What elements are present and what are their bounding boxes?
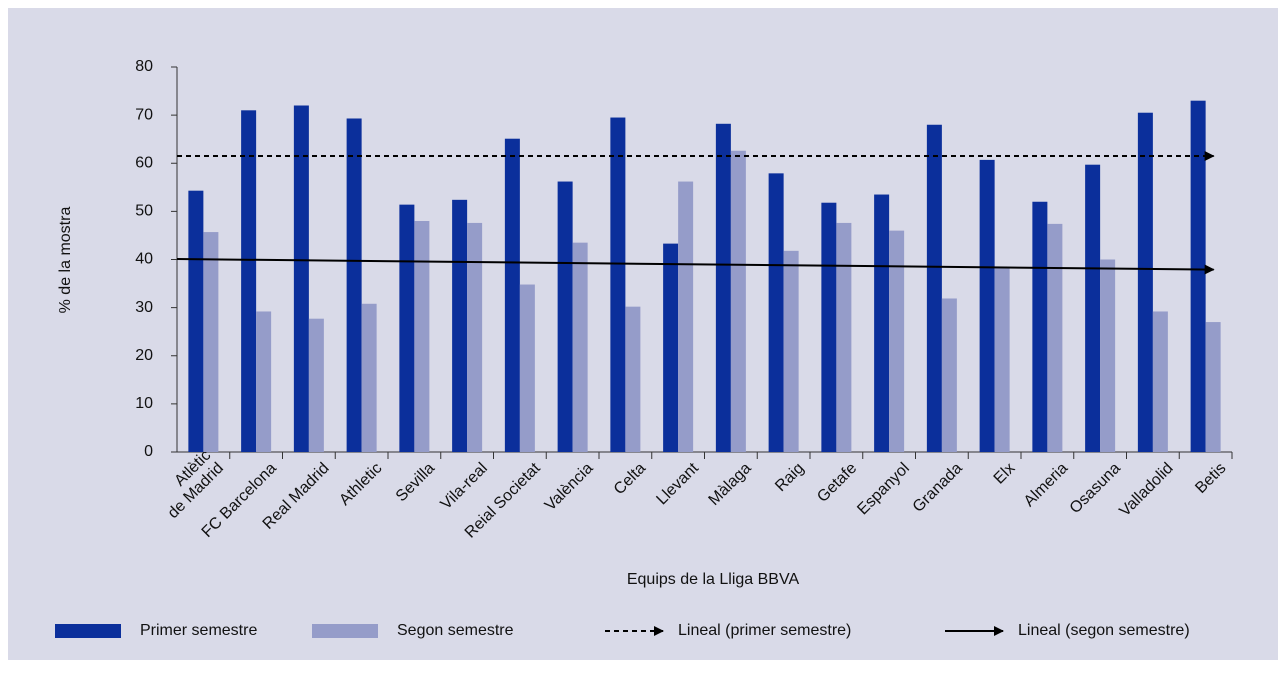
bar — [361, 303, 377, 452]
bar — [678, 181, 694, 452]
bar — [926, 124, 942, 452]
y-tick-label: 60 — [135, 154, 153, 171]
bar — [610, 117, 626, 452]
legend-label: Lineal (primer semestre) — [678, 622, 851, 639]
bar — [715, 123, 731, 452]
bar — [519, 284, 535, 452]
bar — [821, 202, 837, 452]
bar — [730, 150, 746, 453]
trend-line — [176, 258, 1215, 275]
y-tick-label: 20 — [135, 347, 153, 364]
y-tick-label: 40 — [135, 251, 153, 268]
bar — [836, 222, 852, 452]
bar — [874, 194, 890, 452]
bar — [572, 242, 588, 452]
bar — [203, 232, 219, 452]
bar — [994, 267, 1010, 452]
bar — [452, 199, 468, 452]
bar — [241, 110, 257, 452]
y-tick-label: 10 — [135, 395, 153, 412]
y-tick-label: 50 — [135, 203, 153, 220]
bar — [293, 105, 309, 452]
bar — [1152, 311, 1168, 452]
y-tick-label: 30 — [135, 299, 153, 316]
bar — [1205, 322, 1221, 452]
bar — [256, 311, 272, 452]
bar — [1032, 201, 1048, 452]
bar — [1085, 164, 1101, 452]
bar — [889, 230, 905, 452]
bar — [663, 243, 679, 452]
bar — [941, 298, 957, 452]
bar — [1100, 259, 1116, 452]
bar — [414, 221, 430, 452]
bar — [308, 318, 324, 452]
bar — [783, 250, 799, 452]
bar — [768, 173, 784, 452]
bar — [346, 118, 362, 453]
legend-label: Primer semestre — [140, 622, 257, 639]
bar — [1190, 100, 1206, 452]
bar — [557, 181, 573, 452]
legend-label: Segon semestre — [397, 622, 514, 639]
bar — [1047, 223, 1063, 452]
x-axis-title: Equips de la Lliga BBVA — [627, 571, 800, 588]
y-tick-label: 0 — [144, 443, 153, 460]
bar — [399, 204, 415, 452]
y-tick-label: 70 — [135, 106, 153, 123]
bar — [625, 306, 641, 452]
bar — [467, 222, 483, 452]
bar — [188, 190, 204, 452]
bar — [979, 159, 995, 452]
bar — [1137, 112, 1153, 452]
legend-label: Lineal (segon semestre) — [1018, 622, 1190, 639]
panel — [8, 8, 1278, 660]
legend-swatch — [55, 624, 121, 638]
y-axis-title: % de la mostra — [57, 207, 74, 314]
bar — [504, 138, 520, 453]
legend-swatch — [312, 624, 378, 638]
y-tick-label: 80 — [135, 58, 153, 75]
